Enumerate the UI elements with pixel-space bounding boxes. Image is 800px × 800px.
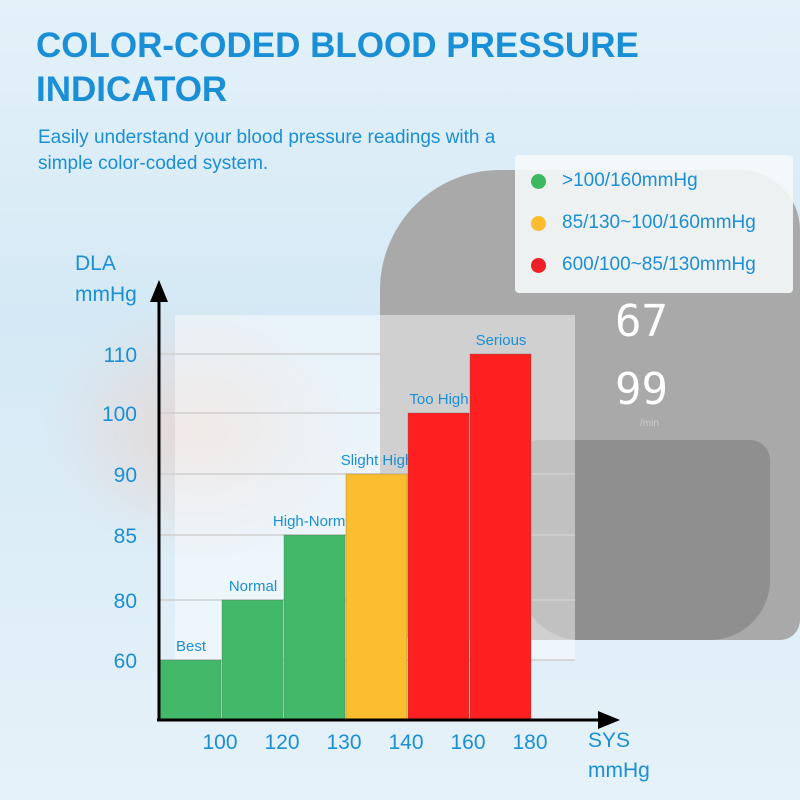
page-subtitle: Easily understand your blood pressure re… bbox=[38, 127, 496, 174]
bar-label: Serious bbox=[476, 332, 527, 349]
x-axis-label-2: mmHg bbox=[588, 759, 650, 782]
x-tick-label: 100 bbox=[202, 731, 237, 754]
y-axis-arrow-icon bbox=[150, 280, 168, 302]
x-axis-arrow-icon bbox=[598, 711, 620, 729]
legend-label: 600/100~85/130mmHg bbox=[562, 254, 756, 275]
x-tick-label: 160 bbox=[450, 731, 485, 754]
page-title: COLOR-CODED BLOOD PRESSURE INDICATOR bbox=[36, 26, 639, 109]
bar-label: Slight High bbox=[341, 452, 414, 469]
y-axis-label-2: mmHg bbox=[75, 283, 137, 306]
x-tick-label: 140 bbox=[388, 731, 423, 754]
y-tick-label: 110 bbox=[104, 344, 137, 367]
device-pulse-unit: /min bbox=[640, 418, 659, 429]
legend-label: >100/160mmHg bbox=[562, 170, 698, 191]
device-dia-reading: 67 bbox=[615, 296, 668, 347]
legend-item-yellow: 85/130~100/160mmHg bbox=[531, 212, 756, 234]
bar-label: Too High bbox=[409, 391, 468, 408]
y-tick-label: 85 bbox=[114, 525, 137, 548]
device-pulse-reading: 99 bbox=[615, 364, 668, 415]
y-tick-label: 90 bbox=[114, 464, 137, 487]
legend-item-red: 600/100~85/130mmHg bbox=[531, 254, 756, 276]
x-tick-label: 180 bbox=[512, 731, 547, 754]
red-dot-icon bbox=[531, 257, 546, 273]
y-axis-label-1: DLA bbox=[75, 252, 116, 275]
bar-slight-high bbox=[345, 473, 408, 721]
x-tick-label: 120 bbox=[264, 731, 299, 754]
y-tick-label: 60 bbox=[114, 650, 137, 673]
bar-serious bbox=[469, 353, 532, 721]
background-hand bbox=[40, 300, 360, 560]
bar-best bbox=[159, 659, 222, 721]
bar-label: Best bbox=[176, 638, 207, 655]
bar-label: High-Normal bbox=[273, 513, 357, 530]
yellow-dot-icon bbox=[531, 215, 546, 231]
green-dot-icon bbox=[531, 173, 546, 189]
legend: >100/160mmHg 85/130~100/160mmHg 600/100~… bbox=[515, 155, 793, 293]
bar-label: Normal bbox=[229, 578, 277, 595]
x-tick-label: 130 bbox=[326, 731, 361, 754]
y-tick-label: 80 bbox=[114, 590, 137, 613]
bar-normal bbox=[221, 599, 284, 721]
legend-label: 85/130~100/160mmHg bbox=[562, 212, 756, 233]
bar-too-high bbox=[407, 412, 470, 721]
bar-high-normal bbox=[283, 534, 346, 721]
legend-item-green: >100/160mmHg bbox=[531, 170, 698, 192]
x-axis-label-1: SYS bbox=[588, 729, 630, 752]
y-tick-label: 100 bbox=[102, 403, 137, 426]
